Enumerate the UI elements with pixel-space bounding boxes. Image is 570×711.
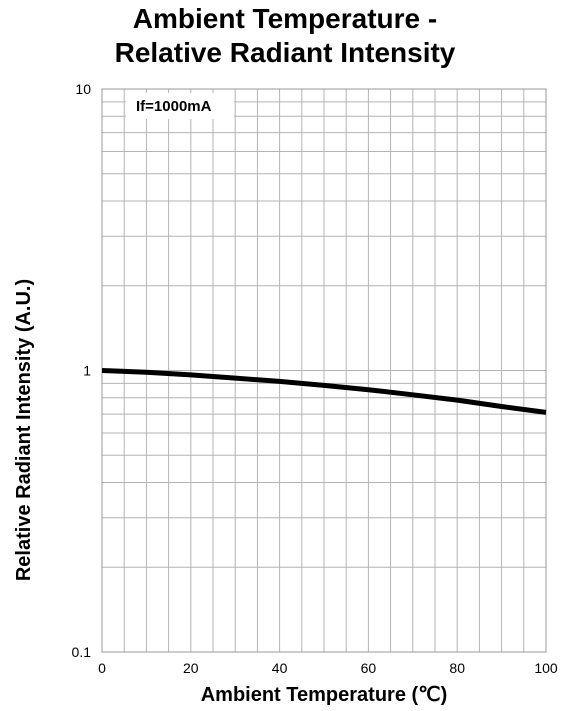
tick-labels: 0 20 40 60 80 100 0.1 1 10 bbox=[72, 81, 558, 676]
chart-title-line-1: Ambient Temperature - bbox=[132, 3, 438, 34]
series-group bbox=[101, 368, 547, 415]
y-tick-label: 10 bbox=[75, 81, 91, 97]
grid bbox=[102, 89, 546, 652]
series-line bbox=[101, 368, 547, 415]
x-tick-label: 80 bbox=[449, 660, 465, 676]
x-axis-label: Ambient Temperature (℃) bbox=[201, 684, 448, 706]
chart-title: Ambient Temperature - Relative Radiant I… bbox=[0, 2, 570, 70]
y-tick-label: 0.1 bbox=[72, 644, 92, 660]
chart-title-line-2: Relative Radiant Intensity bbox=[114, 37, 456, 68]
x-tick-label: 0 bbox=[98, 660, 106, 676]
x-tick-label: 20 bbox=[183, 660, 199, 676]
annotation-box bbox=[126, 93, 234, 119]
annotation-label: If=1000mA bbox=[136, 98, 212, 115]
y-axis-label: Relative Radiant Intensity (A.U.) bbox=[13, 279, 35, 581]
x-tick-label: 60 bbox=[361, 660, 377, 676]
x-tick-label: 40 bbox=[272, 660, 288, 676]
x-tick-label: 100 bbox=[534, 660, 558, 676]
y-tick-label: 1 bbox=[83, 363, 91, 379]
